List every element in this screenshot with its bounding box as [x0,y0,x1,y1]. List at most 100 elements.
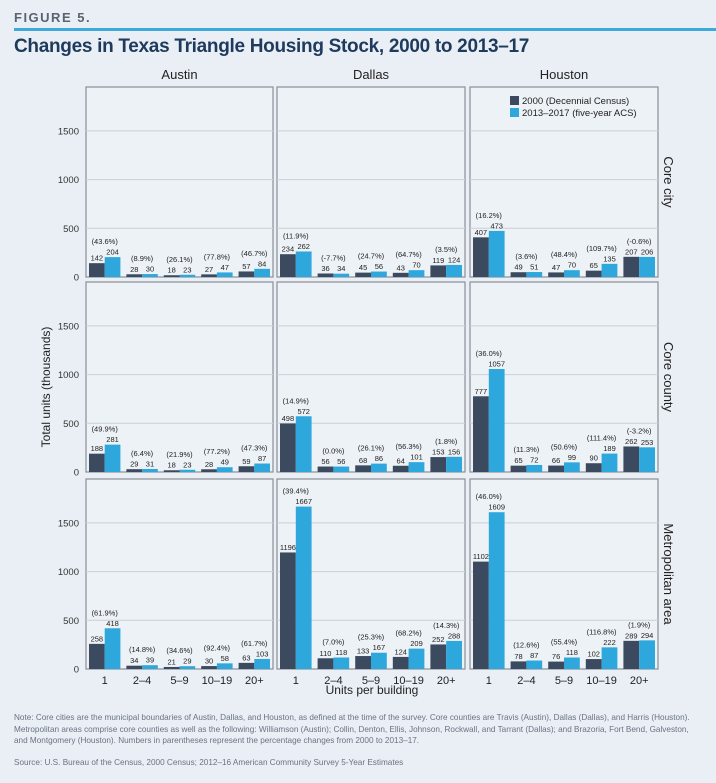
percent-change-label: (61.7%) [241,639,268,648]
data-label-2013-17: 189 [603,444,616,453]
bar-2013-17 [179,666,196,669]
percent-change-label: (77.2%) [204,447,231,456]
percent-change-label: (21.9%) [166,450,193,459]
title-rule [14,28,716,31]
data-label-2000: 234 [282,245,295,254]
percent-change-label: (39.4%) [283,487,310,496]
data-label-2000: 262 [625,437,638,446]
data-label-2000: 29 [130,460,138,469]
bar-2000 [548,272,564,277]
y-tick-label: 1000 [58,567,79,578]
percent-change-label: (6.4%) [131,449,154,458]
data-label-2013-17: 118 [566,648,578,657]
data-label-2013-17: 473 [490,221,503,230]
bar-2013-17 [142,665,158,669]
data-label-2013-17: 1057 [488,360,505,369]
percent-change-label: (0.0%) [322,447,345,456]
y-tick-label: 0 [74,665,79,676]
data-label-2013-17: 288 [448,631,461,640]
chart-title: Changes in Texas Triangle Housing Stock,… [14,36,530,57]
data-label-2013-17: 23 [183,265,191,274]
bar-2000 [430,265,447,277]
data-label-2013-17: 70 [568,261,576,270]
percent-change-label: (34.6%) [166,646,193,655]
bar-2000 [201,469,217,472]
bar-2000 [280,254,296,277]
percent-change-label: (1.9%) [628,620,651,629]
bar-2013-17 [601,453,618,472]
bar-2013-17 [216,467,233,472]
bar-2000 [623,256,640,277]
data-label-2000: 64 [397,456,405,465]
data-label-2000: 76 [552,652,560,661]
data-label-2013-17: 87 [258,454,266,463]
percent-change-label: (55.4%) [551,638,578,647]
data-label-2013-17: 294 [641,631,654,640]
bar-2013-17 [408,462,425,472]
percent-change-label: (111.4%) [587,434,617,443]
data-label-2000: 188 [91,444,104,453]
bar-2013-17 [526,464,543,472]
bar-2000 [392,465,409,472]
data-label-2013-17: 103 [256,649,269,658]
bar-2000 [585,463,602,472]
percent-change-label: (24.7%) [358,252,385,261]
panel-austin-core-county [85,281,274,473]
bar-2013-17 [371,271,387,277]
percent-change-label: (25.3%) [358,633,385,642]
bar-2000 [430,457,447,472]
bar-2013-17 [295,251,312,277]
data-label-2013-17: 418 [106,619,119,628]
bar-2013-17 [446,640,462,669]
data-label-2000: 59 [242,457,250,466]
panel-dallas-core-city [276,86,466,278]
y-tick-label: 500 [63,616,79,627]
data-label-2000: 28 [205,460,213,469]
y-tick-label: 1500 [58,126,79,137]
column-header-dallas: Dallas [353,67,390,82]
bar-2000 [510,661,527,669]
bar-2013-17 [216,663,233,669]
bar-2013-17 [333,273,350,277]
y-tick-label: 1500 [58,321,79,332]
bar-2000 [88,263,105,277]
x-tick-label: 2–4 [133,675,151,687]
percent-change-label: (64.7%) [395,250,422,259]
bar-2000 [126,274,143,277]
data-label-2013-17: 30 [146,265,154,274]
bar-2013-17 [142,274,158,277]
data-label-2013-17: 51 [530,263,538,272]
column-header-houston: Houston [540,67,588,82]
data-label-2000: 30 [205,657,213,666]
x-tick-label: 10–19 [393,675,424,687]
data-label-2013-17: 206 [641,247,654,256]
bar-2013-17 [104,628,121,669]
data-label-2013-17: 167 [373,643,386,652]
percent-change-label: (8.9%) [131,254,154,263]
data-label-2000: 18 [167,461,175,470]
data-label-2000: 258 [91,634,104,643]
data-label-2000: 56 [321,457,329,466]
note-text: Note: Core cities are the municipal boun… [14,713,690,745]
bar-2013-17 [526,660,543,669]
bar-2000 [163,470,180,472]
data-label-2013-17: 58 [221,654,229,663]
data-label-2013-17: 99 [568,453,576,462]
bar-2013-17 [179,469,196,472]
data-label-2013-17: 39 [146,656,154,665]
bar-2000 [585,270,602,277]
percent-change-label: (92.4%) [204,643,231,652]
bar-2000 [355,656,371,669]
data-label-2013-17: 101 [410,453,423,462]
data-label-2013-17: 72 [530,455,538,464]
bar-2000 [317,658,334,669]
bar-2000 [238,271,255,277]
bar-2000 [430,644,447,669]
data-label-2000: 47 [552,263,560,272]
percent-change-label: (3.5%) [435,245,458,254]
bar-2000 [585,659,602,669]
x-tick-label: 10–19 [202,675,233,687]
data-label-2000: 1102 [473,552,489,561]
data-label-2013-17: 29 [183,657,191,666]
percent-change-label: (-3.2%) [627,426,652,435]
